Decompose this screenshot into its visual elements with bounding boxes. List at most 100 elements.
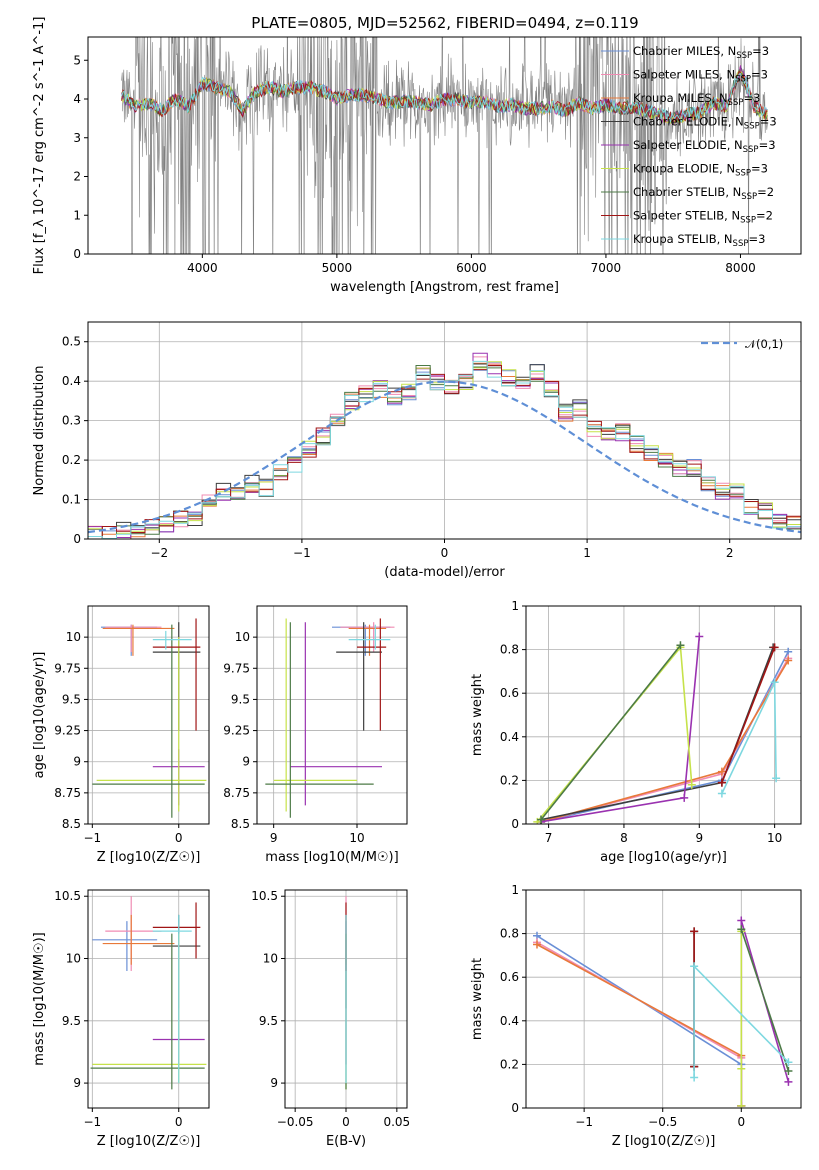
- x-tick-label: 0: [342, 1115, 350, 1129]
- weight-marker-kroupa_stelib: [717, 789, 726, 798]
- weight-line-chabrier_stelib: [740, 928, 790, 1072]
- grid-lines: [88, 890, 209, 1108]
- legend-label: Salpeter ELODIE, NSSP=3: [633, 138, 776, 155]
- y-tick-label: 8.75: [223, 786, 250, 800]
- y-tick-label: 0.1: [62, 493, 81, 507]
- axes-frame: [256, 605, 408, 825]
- weight-marker-chabrier_stelib: [537, 815, 546, 824]
- x-tick-label: 8000: [725, 261, 756, 275]
- x-axis-label: wavelength [Angstrom, rest frame]: [330, 280, 559, 295]
- plot-area: [265, 618, 395, 818]
- plot-area: [533, 632, 793, 824]
- x-tick-label: 0: [175, 831, 183, 845]
- y-tick-label: 8.75: [54, 786, 81, 800]
- axes: −0.05 0 0.05 9 9.5 10 10.5 E(B-V): [251, 889, 410, 1149]
- x-tick-label: 10: [767, 831, 782, 845]
- weight-marker-kroupa_elodie: [737, 1101, 746, 1108]
- weight-marker-kroupa_stelib: [690, 962, 699, 971]
- y-tick-label: 0.6: [500, 686, 519, 700]
- axes: −2 −1 0 1 2 0 0.1 0.2 0.3 0.4 0.5 (data-model)/erro…: [32, 321, 802, 580]
- axes-frame: [87, 889, 210, 1109]
- panel-weight_vs_age: 7 8 9 10 0 0.2 0.4 0.6 0.8 1 age [log10(age/yr)] ma…: [470, 599, 802, 865]
- x-tick-label: −1: [293, 546, 311, 560]
- x-tick-label: −0.05: [277, 1115, 314, 1129]
- y-tick-label: 9.5: [62, 1014, 81, 1028]
- y-tick-label: 1: [511, 599, 519, 613]
- weight-marker-salpeter_elodie: [695, 632, 704, 641]
- weight-marker-chabrier_stelib: [676, 641, 685, 650]
- plot-area: [533, 916, 793, 1108]
- y-tick-label: 1: [511, 883, 519, 897]
- y-tick-label: 0.4: [500, 1014, 519, 1028]
- x-tick-label: 9: [270, 831, 278, 845]
- weight-marker-kroupa_miles: [533, 940, 541, 949]
- y-axis-label: mass weight: [470, 674, 485, 756]
- weight-marker-salpeter_elodie: [680, 793, 689, 802]
- y-tick-label: 10: [66, 952, 81, 966]
- axes-frame: [87, 36, 802, 255]
- axes: 7 8 9 10 0 0.2 0.4 0.6 0.8 1 age [log10(age/yr)] ma…: [470, 599, 802, 865]
- axes: −1 −0.5 0 0 0.2 0.4 0.6 0.8 1 Z [log10(Z/Z☉)] mass…: [470, 883, 802, 1149]
- y-tick-label: 0: [73, 247, 81, 261]
- x-tick-label: −0.5: [648, 1115, 677, 1129]
- y-tick-label: 8.5: [62, 817, 81, 831]
- y-axis-label: Flux [f_λ 10^-17 erg cm^-2 s^-1 A^-1]: [32, 17, 47, 275]
- x-tick-label: 5000: [322, 261, 353, 275]
- normal-curve: [88, 380, 801, 534]
- legend: Chabrier MILES, NSSP=3 Salpeter MILES, NS…: [601, 44, 777, 249]
- y-tick-label: 10.5: [251, 889, 278, 903]
- x-axis-label: Z [log10(Z/Z☉)]: [97, 1134, 201, 1149]
- y-tick-label: 2: [73, 170, 81, 184]
- x-tick-label: −1: [83, 831, 101, 845]
- y-tick-label: 9.5: [231, 692, 250, 706]
- panel-spectrum: 4000 5000 6000 7000 8000 0 1 2 3 4 5 wavelength [An…: [32, 17, 802, 295]
- weight-marker-chabrier_stelib: [737, 925, 746, 934]
- plot-area: [90, 896, 207, 1090]
- weight-line-kroupa_miles: [540, 660, 789, 823]
- x-tick-label: 7: [545, 831, 553, 845]
- y-tick-label: 0: [511, 817, 519, 831]
- axes: −1 0 8.5 8.75 9 9.25 9.5 9.75 10 Z [log10(Z/Z☉)] a…: [32, 605, 210, 865]
- weight-marker-kroupa_elodie: [687, 780, 696, 789]
- y-tick-label: 3: [73, 131, 81, 145]
- y-axis-label: age [log10(age/yr)]: [32, 652, 47, 779]
- panel-age_vs_mass: 9 10 8.5 8.75 9 9.25 9.5 9.75 10 mass [log10(M/M☉…: [223, 605, 408, 865]
- panel-mass_vs_Z: −1 0 9 9.5 10 10.5 Z [log10(Z/Z☉)] mass [log10(…: [32, 889, 210, 1149]
- x-tick-label: 8: [620, 831, 628, 845]
- y-tick-label: 0.8: [500, 643, 519, 657]
- legend-label: Chabrier STELIB, NSSP=2: [633, 185, 774, 202]
- legend-label: Kroupa STELIB, NSSP=3: [633, 232, 765, 249]
- panel-mass_vs_EBV: −0.05 0 0.05 9 9.5 10 10.5 E(B-V): [251, 889, 410, 1149]
- weight-marker-chabrier_stelib: [784, 1066, 793, 1075]
- figure-title: PLATE=0805, MJD=52562, FIBERID=0494, z=0…: [251, 14, 638, 32]
- y-tick-label: 0.4: [62, 374, 81, 388]
- legend-label: Salpeter MILES, NSSP=3: [633, 68, 768, 85]
- y-tick-label: 9: [242, 755, 250, 769]
- x-tick-label: 1: [583, 546, 591, 560]
- plot-area: [92, 618, 207, 818]
- weight-line-salpeter_miles: [536, 941, 743, 1106]
- y-tick-label: 10: [263, 952, 278, 966]
- panel-residuals: −2 −1 0 1 2 0 0.1 0.2 0.3 0.4 0.5 (data-model)/erro…: [32, 321, 802, 580]
- weight-marker-kroupa_stelib: [690, 1073, 699, 1082]
- legend-label: Salpeter STELIB, NSSP=2: [633, 209, 773, 226]
- legend-label: Chabrier MILES, NSSP=3: [633, 44, 769, 61]
- hist-kroupa_stelib: [88, 360, 801, 539]
- x-axis-label: age [log10(age/yr)]: [600, 850, 727, 865]
- weight-marker-salpeter_stelib: [770, 643, 779, 652]
- y-tick-label: 0.5: [62, 335, 81, 349]
- weight-marker-kroupa_stelib: [784, 1058, 793, 1067]
- y-tick-label: 1: [73, 208, 81, 222]
- weight-marker-salpeter_elodie: [737, 916, 746, 925]
- y-tick-label: 0: [73, 532, 81, 546]
- panel-age_vs_Z: −1 0 8.5 8.75 9 9.25 9.5 9.75 10 Z [log10(Z/Z☉)] a…: [32, 605, 210, 865]
- weight-marker-salpeter_elodie: [784, 1077, 793, 1086]
- axes: 9 10 8.5 8.75 9 9.25 9.5 9.75 10 mass [log10(M/M☉…: [223, 605, 408, 865]
- legend-label: 𝒩(0,1): [745, 337, 783, 351]
- legend-label: Kroupa MILES, NSSP=3: [633, 91, 760, 108]
- x-tick-label: 0.05: [383, 1115, 410, 1129]
- y-tick-label: 8.5: [231, 817, 250, 831]
- plot-area: [121, 37, 768, 254]
- weight-line-chabrier_stelib: [540, 644, 682, 821]
- y-tick-label: 10: [235, 630, 250, 644]
